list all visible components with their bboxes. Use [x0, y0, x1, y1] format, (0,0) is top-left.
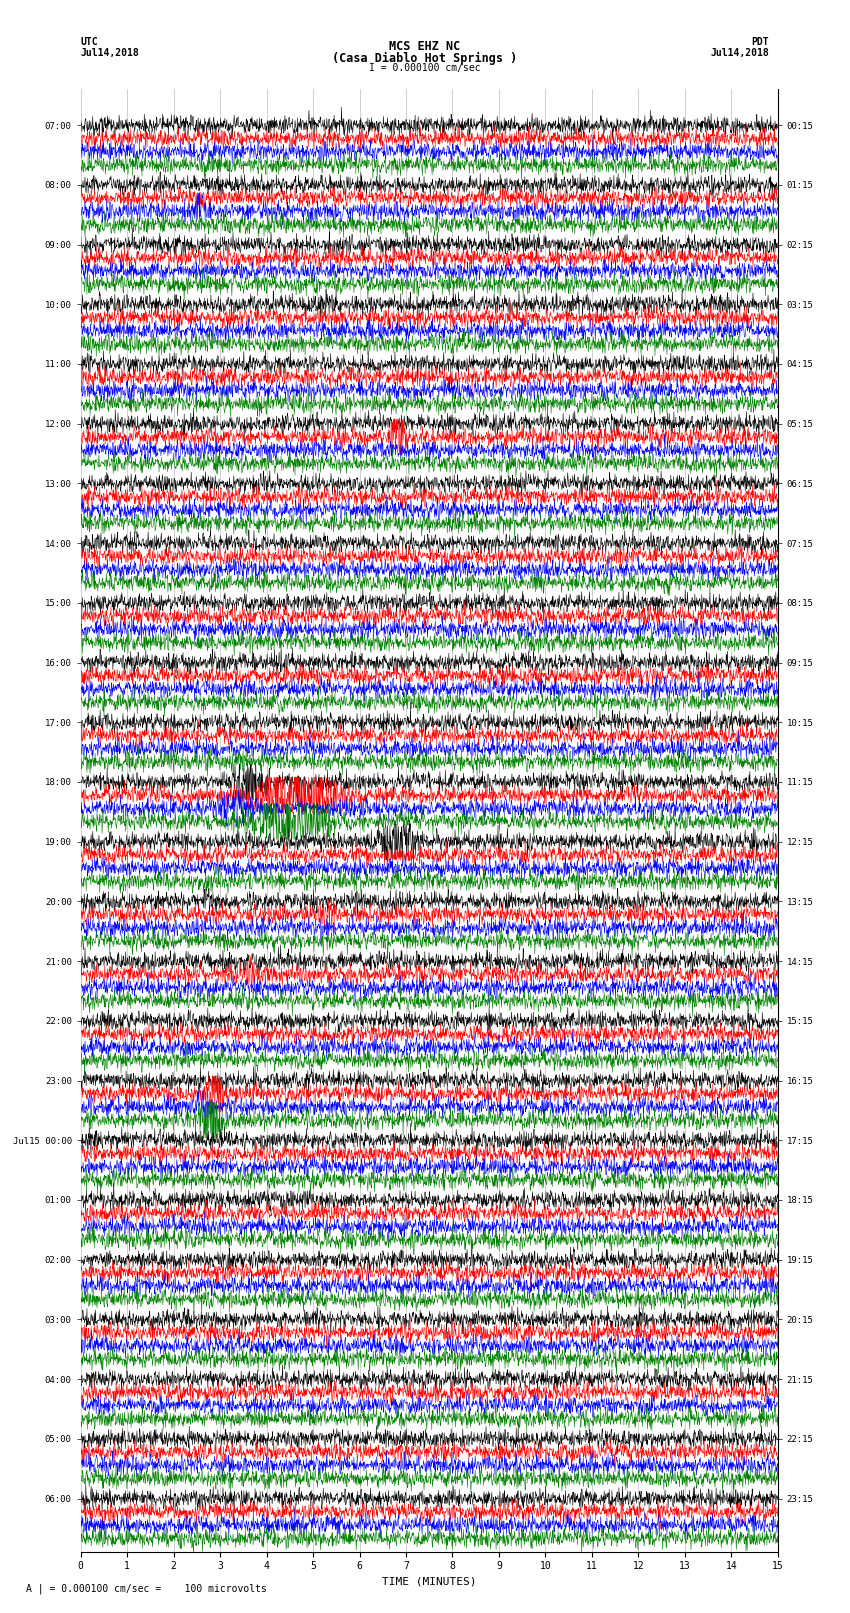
Text: UTC: UTC — [81, 37, 99, 47]
X-axis label: TIME (MINUTES): TIME (MINUTES) — [382, 1578, 477, 1587]
Text: I = 0.000100 cm/sec: I = 0.000100 cm/sec — [369, 63, 481, 73]
Text: Jul14,2018: Jul14,2018 — [711, 48, 769, 58]
Text: MCS EHZ NC: MCS EHZ NC — [389, 40, 461, 53]
Text: PDT: PDT — [751, 37, 769, 47]
Text: Jul14,2018: Jul14,2018 — [81, 48, 139, 58]
Text: (Casa Diablo Hot Springs ): (Casa Diablo Hot Springs ) — [332, 52, 518, 65]
Text: A | = 0.000100 cm/sec =    100 microvolts: A | = 0.000100 cm/sec = 100 microvolts — [26, 1582, 266, 1594]
